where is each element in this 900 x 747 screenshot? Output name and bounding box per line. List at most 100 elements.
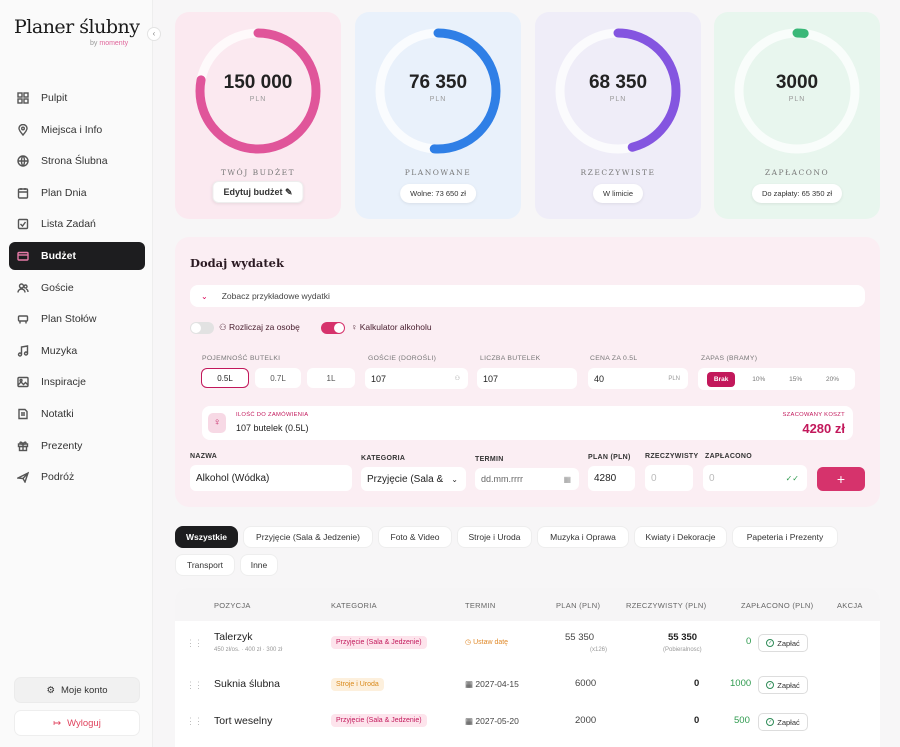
table-row[interactable]: ⋮⋮ Suknia ślubna Stroje i Uroda ▦ 2027-0… [175, 670, 880, 706]
toggle-knob [334, 323, 344, 333]
logout-button[interactable]: ↦ Wyloguj [14, 710, 140, 736]
sidebar-item-lista-zadan[interactable]: Lista Zadań [9, 210, 145, 238]
music-note-icon [17, 344, 29, 357]
edit-budget-button[interactable]: Edytuj budżet ✎ [212, 181, 304, 203]
sidebar-item-label: Notatki [41, 407, 74, 420]
category-select[interactable]: Przyjęcie (Sala & ⌄ [361, 467, 466, 491]
wallet-icon [17, 250, 29, 262]
actual-value: 55 350 [668, 632, 698, 643]
term-date-input[interactable]: dd.mm.rrrr ▦ [475, 468, 579, 490]
check-all-icon[interactable]: ✓✓ [785, 473, 799, 483]
plan-input[interactable]: 4280 [588, 466, 635, 491]
table-row[interactable]: ⋮⋮ Talerzyk 450 zł/os. · 400 zł · 300 zł… [175, 621, 880, 669]
reserve-option[interactable]: 10% [752, 375, 766, 383]
plan-value: 6000 [575, 678, 597, 689]
filter-chip[interactable]: Inne [240, 554, 278, 576]
expense-table: POZYCJA KATEGORIA TERMIN PLAN (PLN) RZEC… [175, 588, 880, 747]
plan-value: 2000 [575, 715, 597, 726]
pay-button[interactable]: ✓ Zapłać [758, 713, 808, 731]
guests-value: 107 [371, 373, 387, 384]
ring-progress-arc [734, 28, 860, 154]
paid-label: ZAPŁACONO [764, 168, 830, 177]
sidebar-item-label: Lista Zadań [41, 218, 96, 231]
budget-unit: PLN [249, 96, 267, 103]
filter-chip[interactable]: Kwiaty i Dekoracje [634, 526, 727, 548]
logo[interactable]: Planer ślubny [14, 16, 140, 38]
actual-value: 0 [694, 678, 700, 689]
sidebar-item-muzyka[interactable]: Muzyka [9, 337, 145, 365]
sidebar-item-budzet[interactable]: Budżet [9, 241, 145, 270]
drag-handle-icon[interactable]: ⋮⋮ [186, 680, 203, 690]
sidebar-item-label: Plan Dnia [41, 186, 87, 199]
bottle-size-option[interactable]: 0.5L [201, 368, 249, 388]
reserve-option[interactable]: Brak [706, 371, 736, 387]
location-pin-icon [17, 123, 29, 136]
users-icon [17, 282, 29, 294]
paid-input[interactable]: 0 ✓✓ [703, 465, 807, 491]
collapse-sidebar-button[interactable]: ‹ [147, 27, 161, 41]
paid-input-label: ZAPŁACONO [705, 453, 753, 460]
drag-handle-icon[interactable]: ⋮⋮ [186, 716, 203, 726]
paid-value: 0 [746, 636, 752, 647]
sidebar-item-plan-stolow[interactable]: Plan Stołów [9, 305, 145, 333]
filter-chip[interactable]: Papeteria i Prezenty [732, 526, 838, 548]
limit-status-pill: W limicie [593, 184, 643, 203]
bottle-size-option[interactable]: 0.7L [255, 368, 301, 388]
sidebar-item-strona[interactable]: Strona Ślubna [9, 147, 145, 175]
to-pay-pill: Do zapłaty: 65 350 zł [751, 184, 843, 203]
filter-chip[interactable]: Stroje i Uroda [457, 526, 532, 548]
alcohol-label: ♀ Kalkulator alkoholu [351, 322, 432, 332]
sidebar-item-label: Podróż [41, 471, 75, 484]
filter-chip[interactable]: Transport [175, 554, 235, 576]
paid-ring [734, 28, 860, 154]
item-name: Talerzyk [214, 631, 253, 643]
sidebar-item-label: Inspiracje [41, 376, 86, 389]
table-row[interactable]: ⋮⋮ Tort weselny Przyjęcie (Sala & Jedzen… [175, 708, 880, 744]
column-header: ZAPŁACONO (PLN) [741, 601, 814, 610]
pay-button[interactable]: ✓ Zapłać [758, 676, 808, 694]
examples-dropdown[interactable]: ⌄ Zobacz przykładowe wydatki [190, 285, 865, 307]
filter-chip[interactable]: Wszystkie [175, 526, 238, 548]
sidebar-item-goscie[interactable]: Goście [9, 274, 145, 302]
filter-chip[interactable]: Przyjęcie (Sala & Jedzenie) [243, 526, 373, 548]
bottle-size-option[interactable]: 1L [307, 368, 355, 388]
sidebar-item-plan-dnia[interactable]: Plan Dnia [9, 179, 145, 207]
term-placeholder: dd.mm.rrrr [481, 474, 523, 484]
filter-chip[interactable]: Muzyka i Oprawa [537, 526, 629, 548]
drag-handle-icon[interactable]: ⋮⋮ [186, 638, 203, 648]
sidebar-item-inspiracje[interactable]: Inspiracje [9, 368, 145, 396]
paid-value: 3000 [775, 72, 819, 93]
plane-icon [17, 471, 29, 484]
reserve-option[interactable]: 15% [789, 375, 803, 383]
reserve-option[interactable]: 20% [826, 375, 840, 383]
category-label: KATEGORIA [361, 455, 406, 462]
add-expense-panel: Dodaj wydatek ⌄ Zobacz przykładowe wydatk… [175, 237, 880, 507]
price-input[interactable]: 40 PLN [588, 368, 688, 389]
sidebar-item-notatki[interactable]: Notatki [9, 400, 145, 428]
pay-label: Zapłać [777, 717, 800, 727]
pay-button[interactable]: ✓ Zapłać [758, 634, 808, 652]
bottles-label: LICZBA BUTELEK [480, 355, 541, 362]
column-header: TERMIN [465, 601, 496, 610]
name-input[interactable]: Alkohol (Wódka) [190, 465, 352, 491]
bottles-input[interactable]: 107 [477, 368, 577, 389]
image-icon [17, 376, 29, 388]
item-name: Tort weselny [214, 715, 273, 727]
column-header: POZYCJA [214, 601, 251, 610]
guests-input[interactable]: 107 ⚇ [365, 368, 468, 389]
set-date-link[interactable]: ◷ Ustaw datę [465, 638, 508, 646]
actual-input[interactable]: 0 [645, 465, 693, 491]
sidebar-item-miejsca[interactable]: Miejsca i Info [9, 116, 145, 144]
actual-value: 0 [694, 715, 700, 726]
per-person-toggle[interactable] [190, 322, 214, 334]
actual-note: (Pobieralnosc) [663, 647, 702, 653]
add-expense-button[interactable]: + [817, 467, 865, 491]
alcohol-toggle[interactable] [321, 322, 345, 334]
account-button[interactable]: ⚙ Moje konto [14, 677, 140, 703]
pay-label: Zapłać [777, 638, 800, 648]
sidebar-item-prezenty[interactable]: Prezenty [9, 432, 145, 460]
filter-chip[interactable]: Foto & Video [378, 526, 452, 548]
sidebar-item-podroz[interactable]: Podróż [9, 463, 145, 491]
sidebar-item-pulpit[interactable]: Pulpit [9, 84, 145, 112]
